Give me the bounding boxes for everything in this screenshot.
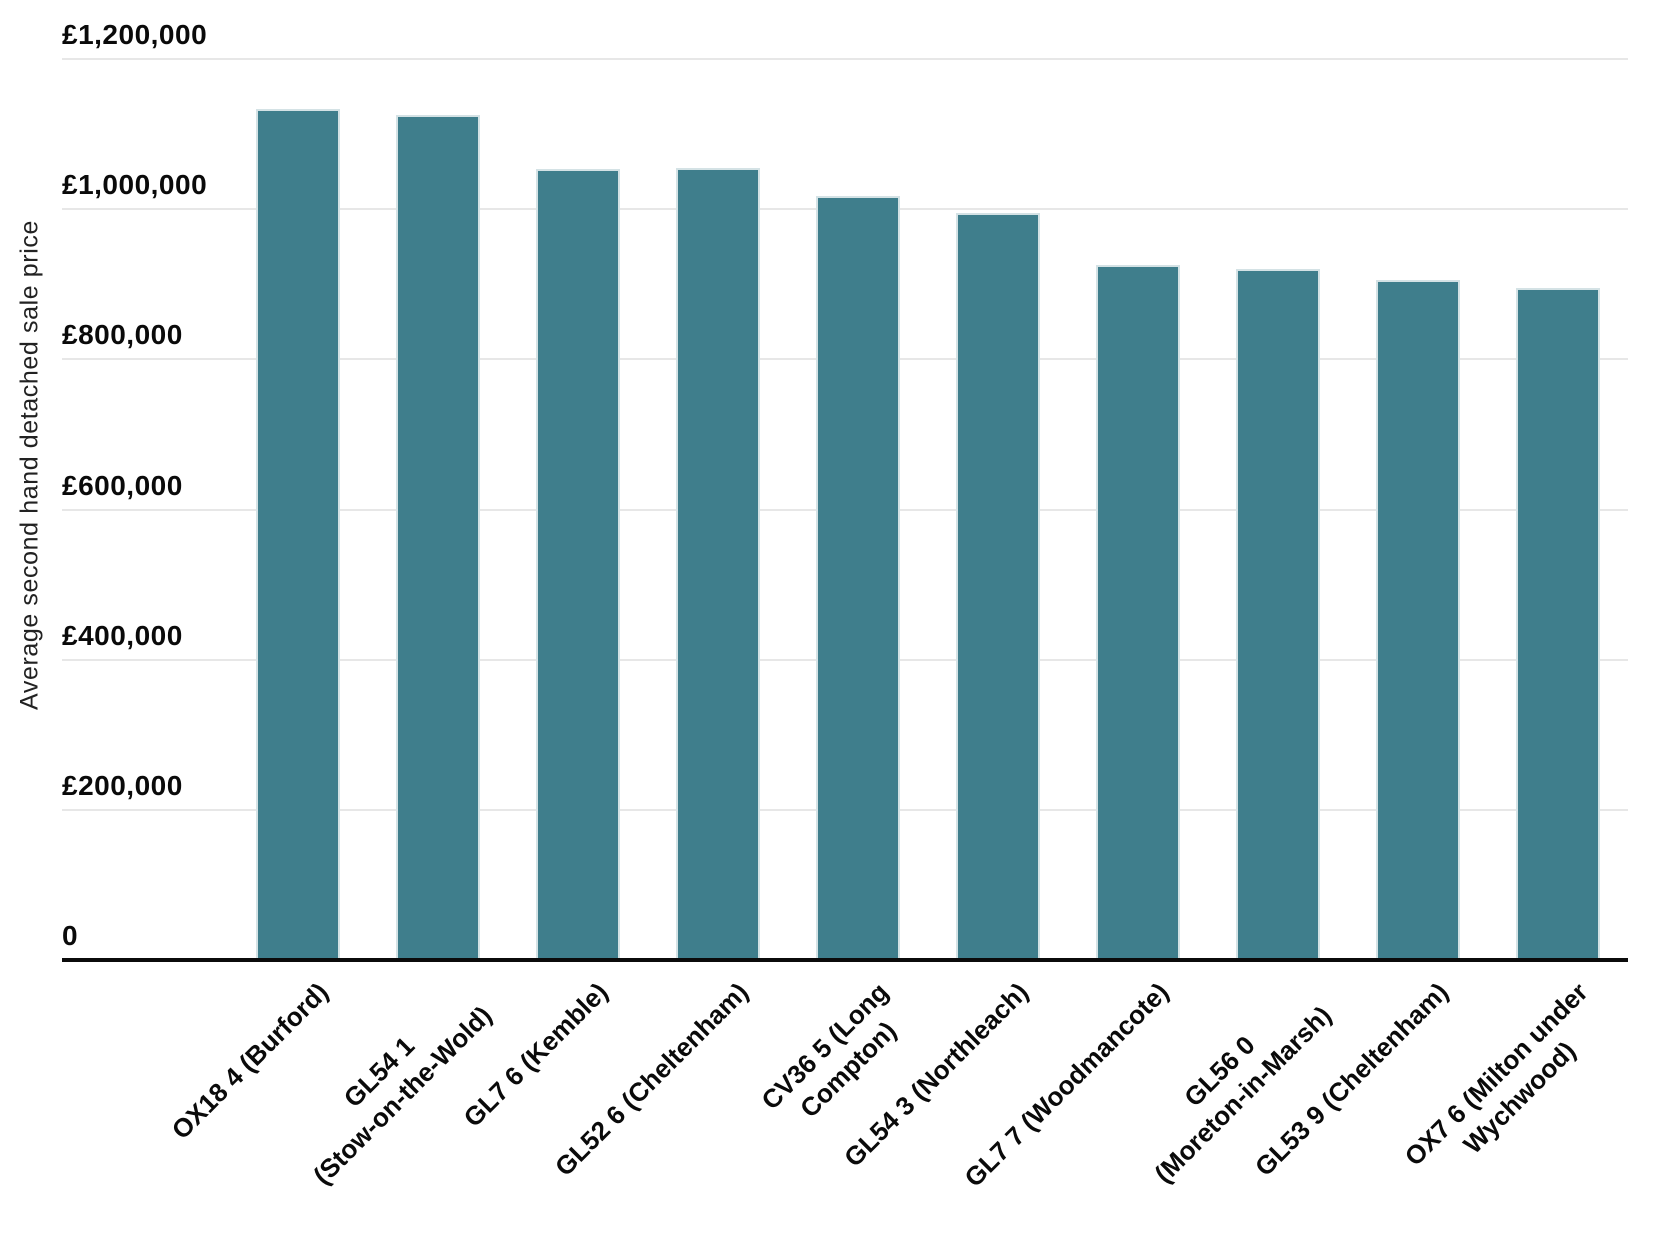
y-tick-label: £200,000 [62, 769, 183, 801]
bar [396, 114, 480, 962]
bar [1236, 269, 1320, 962]
gridline [62, 58, 1628, 60]
bar [1516, 288, 1600, 962]
y-tick-label: £600,000 [62, 469, 183, 501]
x-axis-label: GL7 6 (Kemble) [457, 976, 615, 1134]
bar [1376, 280, 1460, 962]
x-axis-line [62, 958, 1628, 962]
bar [256, 109, 340, 962]
bar [1096, 265, 1180, 962]
x-axis-label-line: GL7 6 (Kemble) [457, 976, 614, 1133]
bar [536, 168, 620, 962]
y-tick-label: £800,000 [62, 319, 183, 351]
y-tick-label: £1,000,000 [62, 169, 208, 201]
bar [956, 212, 1040, 962]
y-axis-title: Average second hand detached sale price [15, 220, 44, 710]
bar [676, 167, 760, 962]
y-tick-label: £1,200,000 [62, 19, 208, 50]
y-tick-label: 0 [62, 920, 79, 951]
bar [816, 195, 900, 962]
y-tick-label: £400,000 [62, 619, 183, 651]
